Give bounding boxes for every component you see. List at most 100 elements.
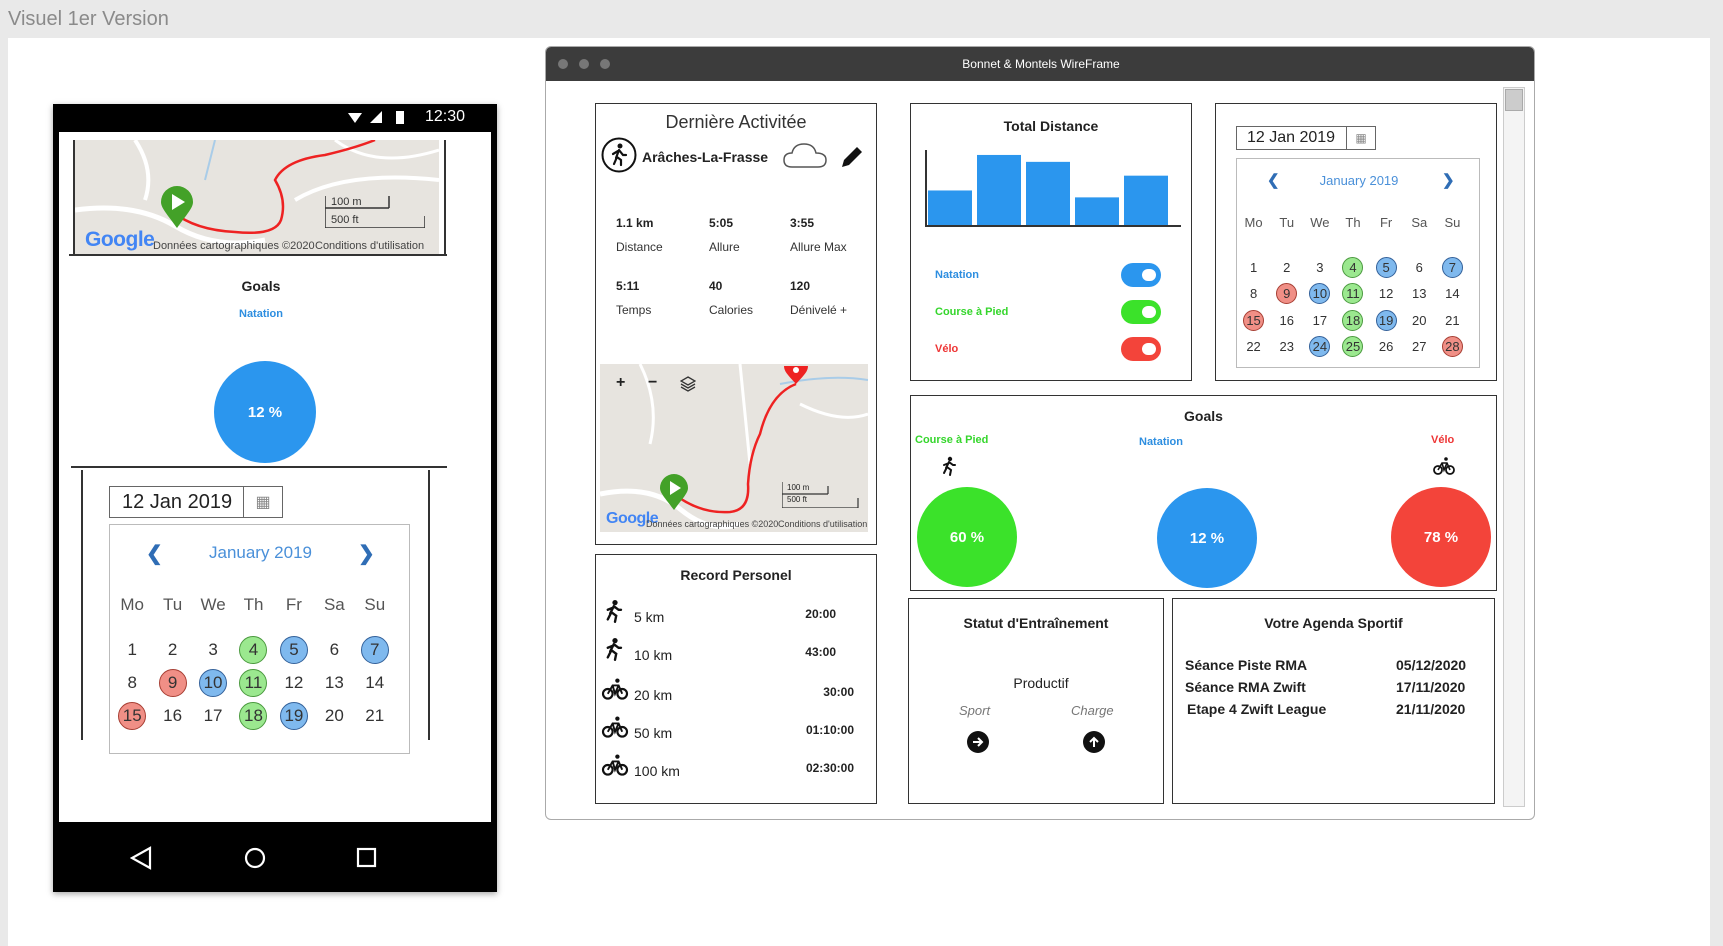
calendar-icon[interactable]: ▦ bbox=[255, 494, 271, 511]
calendar-day[interactable]: 14 bbox=[355, 666, 395, 699]
home-icon[interactable] bbox=[243, 846, 267, 870]
calendar-day[interactable]: 27 bbox=[1403, 334, 1436, 361]
back-icon[interactable] bbox=[130, 846, 152, 870]
phone-date-input[interactable]: 12 Jan 2019 ▦ bbox=[109, 486, 283, 518]
edit-icon[interactable] bbox=[839, 144, 865, 170]
map-start-pin-icon[interactable] bbox=[658, 474, 690, 512]
calendar-day[interactable]: 9 bbox=[152, 666, 192, 699]
stat-value: 1.1 km bbox=[616, 216, 654, 230]
calendar-day[interactable]: 16 bbox=[152, 699, 192, 732]
chart-bar bbox=[1075, 197, 1119, 225]
calendar-day[interactable]: 25 bbox=[1336, 334, 1369, 361]
calendar-day[interactable]: 6 bbox=[1403, 254, 1436, 281]
agenda-event-name[interactable]: Etape 4 Zwift League bbox=[1187, 701, 1327, 717]
calendar-day[interactable]: 2 bbox=[1270, 254, 1303, 281]
calendar-day[interactable]: 3 bbox=[193, 633, 233, 666]
calendar-day[interactable]: 20 bbox=[314, 699, 354, 732]
calendar-day[interactable]: 17 bbox=[193, 699, 233, 732]
calendar-day[interactable]: 7 bbox=[355, 633, 395, 666]
scrollbar-thumb[interactable] bbox=[1505, 89, 1523, 111]
calendar-day[interactable]: 5 bbox=[274, 633, 314, 666]
map-start-pin-icon[interactable] bbox=[159, 186, 195, 230]
calendar-day[interactable]: 21 bbox=[355, 699, 395, 732]
day-number: 7 bbox=[360, 635, 389, 664]
phone-goals-title: Goals bbox=[241, 278, 281, 294]
calendar-day[interactable]: 15 bbox=[112, 699, 152, 732]
phone-screen[interactable]: 100 m 500 ft Google Données cartographiq… bbox=[59, 132, 491, 822]
calendar-day[interactable]: 11 bbox=[1336, 281, 1369, 308]
toggle-switch[interactable] bbox=[1121, 263, 1161, 287]
day-number: 7 bbox=[1441, 256, 1463, 278]
toggle-switch[interactable] bbox=[1121, 337, 1161, 361]
calendar-day[interactable]: 12 bbox=[1370, 281, 1403, 308]
calendar-day[interactable]: 5 bbox=[1370, 254, 1403, 281]
window-maximize-button[interactable] bbox=[600, 59, 610, 69]
calendar-day[interactable]: 1 bbox=[112, 633, 152, 666]
layers-icon[interactable] bbox=[680, 376, 696, 392]
calendar-day[interactable]: 23 bbox=[1270, 334, 1303, 361]
calendar-day[interactable]: 17 bbox=[1303, 307, 1336, 334]
map-attribution: Données cartographiques ©2020 bbox=[153, 240, 315, 252]
day-number: 15 bbox=[1243, 309, 1265, 331]
calendar-icon[interactable]: ▦ bbox=[1355, 131, 1367, 145]
calendar-day[interactable]: 26 bbox=[1370, 334, 1403, 361]
calendar-day[interactable]: 14 bbox=[1436, 281, 1469, 308]
calendar-day[interactable]: 20 bbox=[1403, 307, 1436, 334]
arrow-up-icon bbox=[1083, 731, 1105, 753]
calendar-day[interactable]: 1 bbox=[1237, 254, 1270, 281]
zoom-out-button[interactable]: − bbox=[648, 374, 658, 391]
phone-nav-bar bbox=[53, 826, 497, 892]
toggle-switch[interactable] bbox=[1121, 300, 1161, 324]
calendar-day[interactable]: 16 bbox=[1270, 307, 1303, 334]
calendar-day[interactable]: 7 bbox=[1436, 254, 1469, 281]
calendar-day[interactable]: 8 bbox=[1237, 281, 1270, 308]
prev-month-icon[interactable]: ❮ bbox=[146, 543, 163, 565]
agenda-event-name[interactable]: Séance RMA Zwift bbox=[1185, 679, 1306, 695]
calendar-day[interactable]: 10 bbox=[1303, 281, 1336, 308]
calendar-day[interactable]: 12 bbox=[274, 666, 314, 699]
weekday-header: Mo Tu We Th Fr Sa Su bbox=[1237, 215, 1469, 230]
toggle-knob bbox=[1142, 269, 1156, 281]
zoom-in-button[interactable]: + bbox=[616, 374, 626, 391]
calendar-day[interactable]: 24 bbox=[1303, 334, 1336, 361]
calendar-day[interactable]: 28 bbox=[1436, 334, 1469, 361]
next-month-icon[interactable]: ❯ bbox=[358, 543, 375, 565]
prev-month-icon[interactable]: ❮ bbox=[1267, 172, 1280, 189]
day-number: 25 bbox=[1342, 336, 1364, 358]
calendar-day[interactable]: 10 bbox=[193, 666, 233, 699]
calendar-day[interactable]: 13 bbox=[1403, 281, 1436, 308]
date-input[interactable]: 12 Jan 2019 ▦ bbox=[1236, 126, 1376, 150]
window-close-button[interactable] bbox=[558, 59, 568, 69]
calendar-day[interactable]: 4 bbox=[233, 633, 273, 666]
calendar-day[interactable]: 8 bbox=[112, 666, 152, 699]
calendar-day[interactable]: 4 bbox=[1336, 254, 1369, 281]
calendar-day[interactable]: 2 bbox=[152, 633, 192, 666]
calendar-day[interactable]: 22 bbox=[1237, 334, 1270, 361]
weekday-label: We bbox=[1303, 215, 1336, 230]
window-minimize-button[interactable] bbox=[579, 59, 589, 69]
calendar-day[interactable]: 19 bbox=[274, 699, 314, 732]
activity-map[interactable]: + − 100 m 500 ft Google Données cartogra… bbox=[600, 364, 868, 532]
map-terms-link[interactable]: Conditions d'utilisation bbox=[778, 519, 868, 529]
calendar-day[interactable]: 18 bbox=[1336, 307, 1369, 334]
calendar-day[interactable]: 19 bbox=[1370, 307, 1403, 334]
agenda-event-name[interactable]: Séance Piste RMA bbox=[1185, 657, 1308, 673]
vertical-scrollbar[interactable] bbox=[1503, 87, 1525, 807]
phone-map[interactable]: 100 m 500 ft Google Données cartographiq… bbox=[75, 140, 439, 254]
map-terms-link[interactable]: Conditions d'utilisation bbox=[315, 240, 425, 252]
stat-value: 120 bbox=[790, 279, 811, 293]
day-number: 12 bbox=[1378, 286, 1394, 302]
map-end-pin-icon[interactable] bbox=[781, 364, 811, 386]
record-time: 30:00 bbox=[823, 685, 854, 699]
calendar-day[interactable]: 9 bbox=[1270, 281, 1303, 308]
phone-calendar-month: January 2019 bbox=[208, 543, 313, 562]
calendar-day[interactable]: 18 bbox=[233, 699, 273, 732]
calendar-day[interactable]: 6 bbox=[314, 633, 354, 666]
calendar-day[interactable]: 11 bbox=[233, 666, 273, 699]
recents-icon[interactable] bbox=[356, 847, 378, 869]
calendar-day[interactable]: 3 bbox=[1303, 254, 1336, 281]
next-month-icon[interactable]: ❯ bbox=[1442, 172, 1455, 189]
calendar-day[interactable]: 13 bbox=[314, 666, 354, 699]
calendar-day[interactable]: 15 bbox=[1237, 307, 1270, 334]
calendar-day[interactable]: 21 bbox=[1436, 307, 1469, 334]
